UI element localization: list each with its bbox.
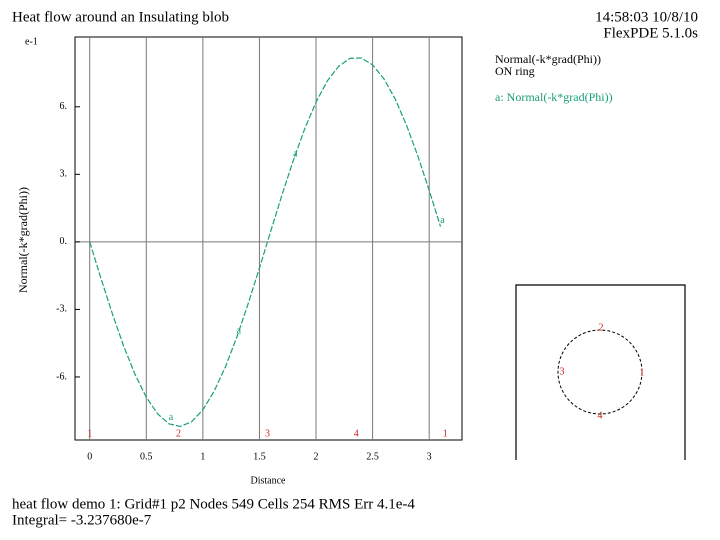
ring-point-label: 2 <box>176 428 181 439</box>
curve-mark: a <box>169 412 174 423</box>
inset-ring <box>557 329 643 415</box>
x-tick-label: 2.5 <box>366 451 379 462</box>
x-tick-label: 1.5 <box>253 451 266 462</box>
x-tick-label: 0 <box>87 451 92 462</box>
curve-mark: a <box>440 215 445 226</box>
inset-label: 1 <box>640 367 645 378</box>
ring-point-label: 4 <box>354 428 359 439</box>
timestamp: 14:58:03 10/8/10 <box>595 9 698 25</box>
ring-point-label: 3 <box>265 428 270 439</box>
inset-label: 2 <box>599 322 604 333</box>
inset-label: 3 <box>560 366 565 377</box>
x-tick-label: 2 <box>314 451 319 462</box>
x-tick-label: 0.5 <box>140 451 153 462</box>
x-tick-label: 1 <box>200 451 205 462</box>
x-tick-label: 3 <box>427 451 432 462</box>
software: FlexPDE 5.1.0s <box>603 25 698 41</box>
inset-label: 4 <box>598 410 603 421</box>
legend-title: Normal(-k*grad(Phi)) <box>495 52 601 66</box>
y-tick-label: 0. <box>60 236 68 247</box>
footer-line: heat flow demo 1: Grid#1 p2 Nodes 549 Ce… <box>12 496 415 512</box>
ring-point-label: 1 <box>87 428 92 439</box>
y-tick-label: 3. <box>60 169 68 180</box>
ring-point-label: 1 <box>443 428 448 439</box>
y-tick-label: -3. <box>56 304 67 315</box>
y-tick-label: 6. <box>60 101 68 112</box>
chart-title: Heat flow around an Insulating blob <box>12 9 229 25</box>
curve-mark: a <box>237 325 242 336</box>
plot-frame <box>74 36 463 441</box>
data-line <box>89 57 442 428</box>
x-axis-label: Distance <box>251 475 287 486</box>
y-exponent: e-1 <box>25 36 38 47</box>
y-axis-label: Normal(-k*grad(Phi)) <box>16 187 30 293</box>
curve-mark: a <box>293 148 298 159</box>
inset-frame <box>515 284 686 460</box>
legend-entry: a: Normal(-k*grad(Phi)) <box>495 90 613 104</box>
legend-subtitle: ON ring <box>495 64 535 78</box>
y-tick-label: -6. <box>56 371 67 382</box>
footer-line: Integral= -3.237680e-7 <box>12 512 152 528</box>
